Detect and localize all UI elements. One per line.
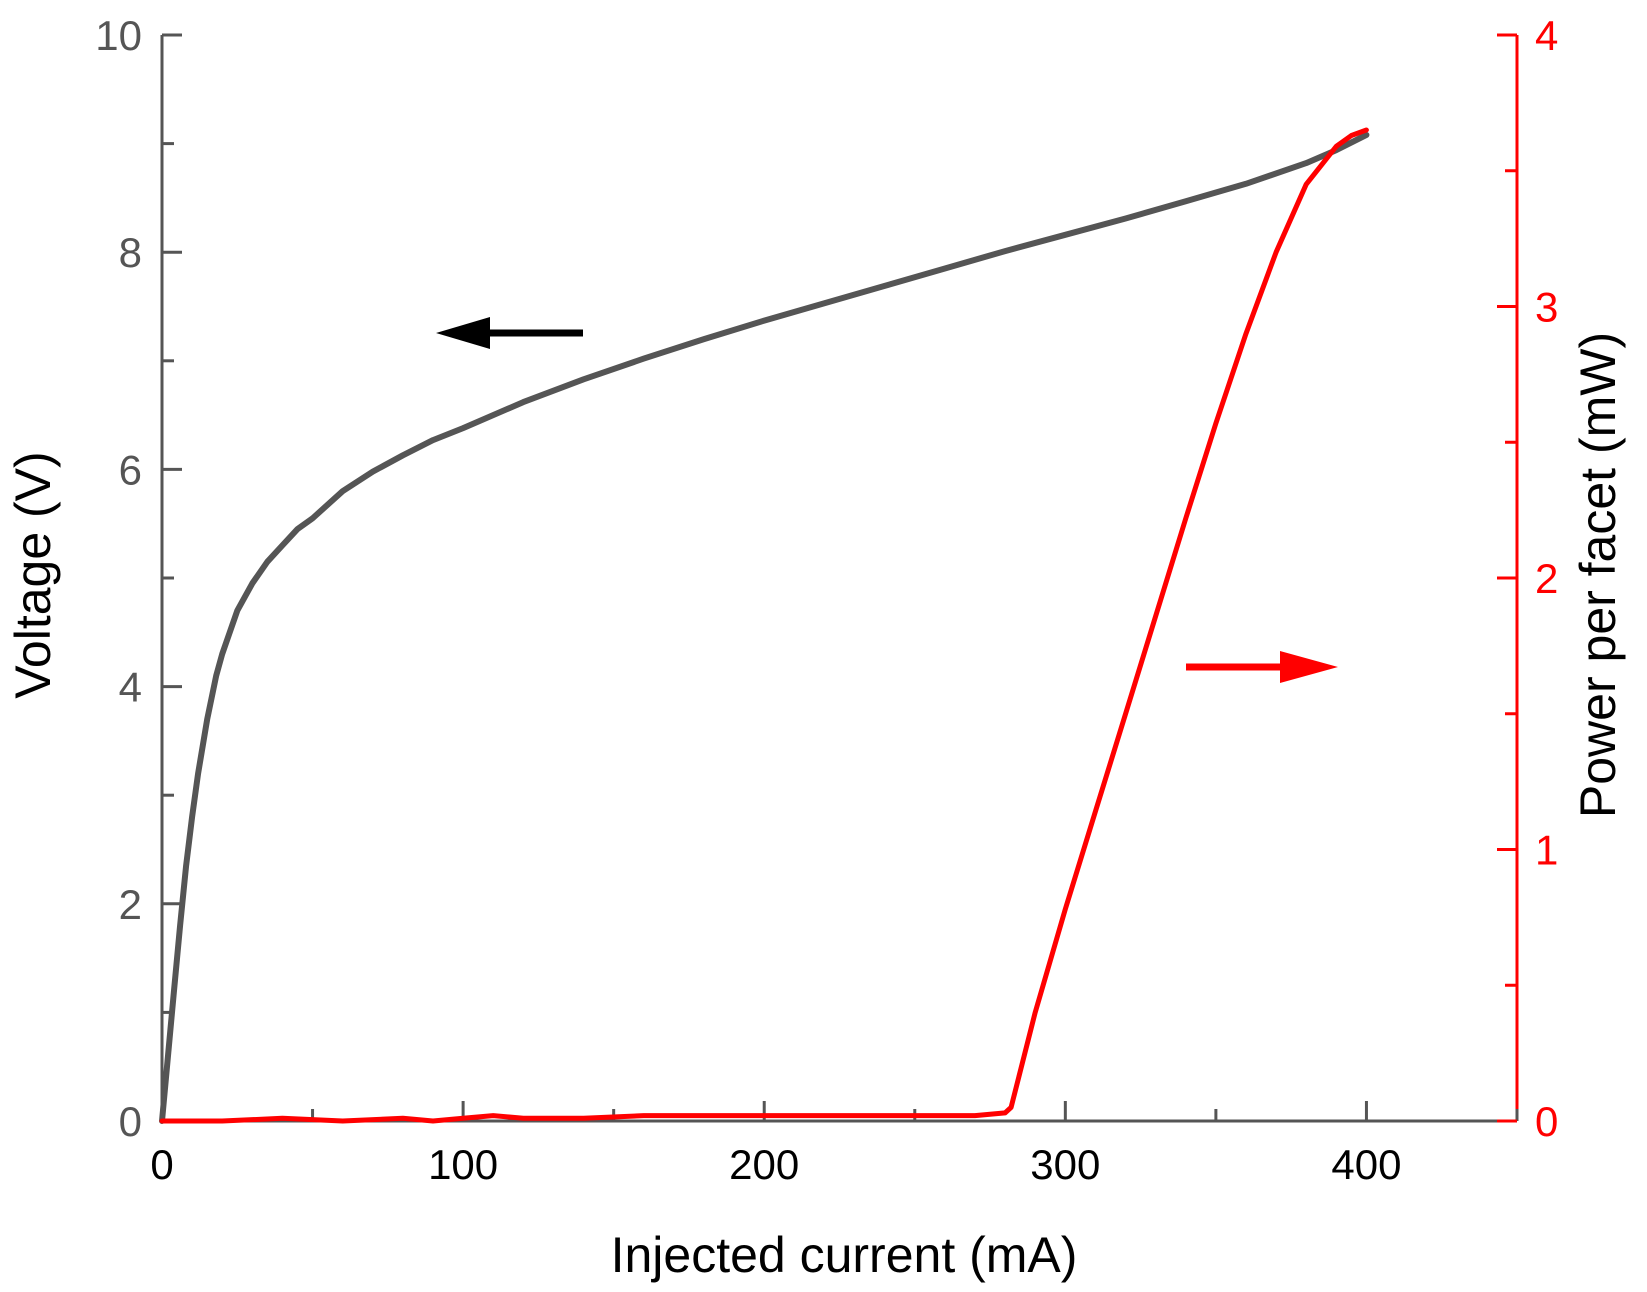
right-arrow-head xyxy=(1280,651,1338,683)
y-left-tick-label: 8 xyxy=(119,229,142,276)
y-left-tick-label: 10 xyxy=(95,12,142,59)
power-series-line xyxy=(159,127,1369,1124)
y-right-tick-label: 1 xyxy=(1535,827,1558,874)
x-tick-label: 0 xyxy=(150,1141,173,1188)
x-axis-label: Injected current (mA) xyxy=(611,1227,1078,1283)
y-right-tick-label: 2 xyxy=(1535,555,1558,602)
plot-series xyxy=(159,127,1370,1124)
x-tick-label: 100 xyxy=(428,1141,498,1188)
plot-annotations xyxy=(436,317,1338,683)
y-right-tick-label: 4 xyxy=(1535,12,1558,59)
x-tick-label: 300 xyxy=(1030,1141,1100,1188)
y-axis-right-label: Power per facet (mW) xyxy=(1570,332,1626,818)
left-arrow-head xyxy=(436,317,490,349)
y-right-tick-label: 3 xyxy=(1535,284,1558,331)
y-right-tick-label: 0 xyxy=(1535,1098,1558,1145)
y-left-tick-label: 0 xyxy=(119,1098,142,1145)
y-left-tick-label: 2 xyxy=(119,881,142,928)
y-left-tick-label: 4 xyxy=(119,664,142,711)
x-tick-label: 400 xyxy=(1331,1141,1401,1188)
voltage-series-line xyxy=(159,131,1370,1124)
x-tick-label: 200 xyxy=(729,1141,799,1188)
y-left-tick-label: 6 xyxy=(119,446,142,493)
y-axis-left-label: Voltage (V) xyxy=(5,451,61,698)
